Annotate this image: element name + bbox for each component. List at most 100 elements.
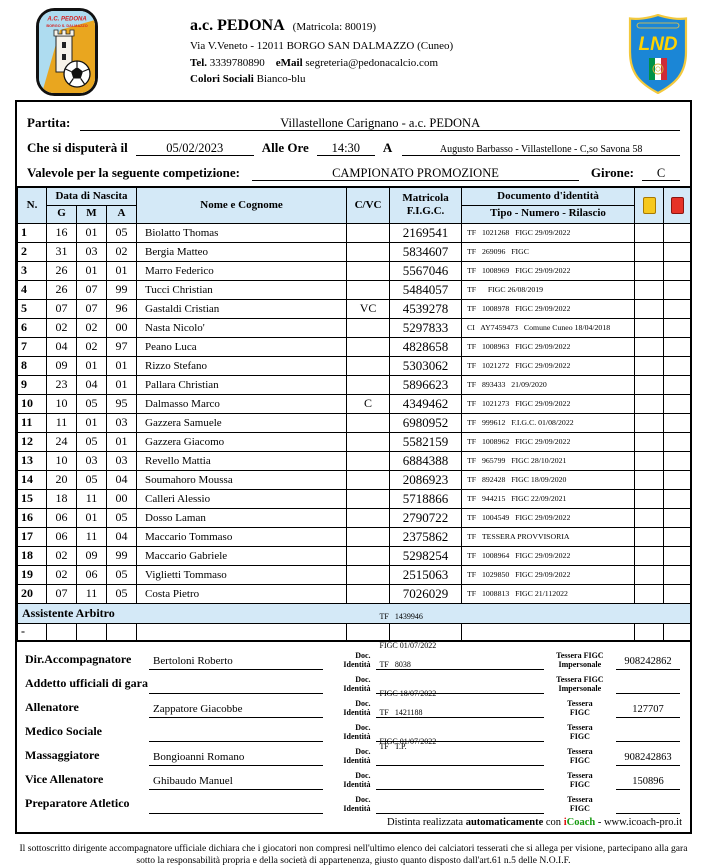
player-dob-year-cell: 04 — [105, 526, 138, 547]
staff-tessera-label-line1: Tessera — [567, 723, 593, 733]
player-row: 15 18 11 00 Calleri Alessio 5718866 TF 9… — [17, 488, 692, 509]
staff-row: Addetto ufficiali di gara Doc. Identità … — [19, 671, 680, 694]
player-matricola-cell: 2790722 — [389, 507, 463, 528]
player-row: 5 07 07 96 Gastaldi Cristian VC 4539278 … — [17, 298, 692, 319]
competition-line: Valevole per la seguente competizione: C… — [27, 156, 680, 181]
disclaimer-text: Il sottoscritto dirigente accompagnatore… — [19, 843, 688, 867]
player-document-cell: TF 892428 FIGC 18/09/2020 — [461, 469, 636, 490]
player-dob-month-cell: 01 — [76, 222, 107, 243]
staff-tessera-label-line2: FIGC — [569, 804, 590, 814]
player-number-cell: 2 — [17, 241, 47, 262]
staff-tessera-field — [616, 800, 680, 814]
player-dob-year-cell: 05 — [105, 564, 138, 585]
staff-doc-field: TF T.P. — [375, 723, 544, 790]
player-matricola-cell: 2169541 — [389, 222, 463, 243]
player-red-cell — [663, 450, 692, 471]
player-yellow-cell — [634, 317, 665, 338]
club-matricola: (Matricola: 80019) — [292, 21, 377, 33]
player-document-cell: TF 1004549 FIGC 29/09/2022 — [461, 507, 636, 528]
player-matricola-cell: 4539278 — [389, 298, 463, 319]
player-yellow-cell — [634, 298, 665, 319]
player-row: 6 02 02 00 Nasta Nicolo' 5297833 CI AY74… — [17, 317, 692, 338]
staff-tessera-label-line2: FIGC — [569, 708, 590, 718]
player-document-cell: TF 1021268 FIGC 29/09/2022 — [461, 222, 636, 243]
player-document-cell: TF 1008963 FIGC 29/09/2022 — [461, 336, 636, 357]
player-dob-day-cell: 04 — [46, 336, 77, 357]
time-label: Alle Ore — [261, 140, 309, 155]
player-number-cell: 6 — [17, 317, 47, 338]
player-number-cell: 12 — [17, 431, 47, 452]
staff-doc-label-line2: Identità — [343, 660, 371, 670]
player-dob-day-cell: 20 — [46, 469, 77, 490]
player-document-cell: TF 999612 F.I.G.C. 01/08/2022 — [461, 412, 636, 433]
player-red-cell — [663, 564, 692, 585]
player-row: 9 23 04 01 Pallara Christian 5896623 TF … — [17, 374, 692, 395]
club-name: a.c. PEDONA — [190, 17, 285, 34]
player-name-cell: Dalmasso Marco — [136, 393, 348, 414]
player-dob-day-cell: 09 — [46, 355, 77, 376]
player-captain-cell — [346, 431, 391, 452]
footer-prefix: Distinta realizzata — [386, 817, 466, 828]
at-label: A — [382, 140, 393, 155]
player-name-cell: Tucci Christian — [136, 279, 348, 300]
player-document-cell: CI AY7459473 Comune Cuneo 18/04/2018 — [461, 317, 636, 338]
header-doc: Documento d'identità — [461, 186, 636, 206]
staff-tessera-label-line2: FIGC — [569, 756, 590, 766]
staff-doc-field — [375, 756, 544, 814]
player-matricola-cell: 2515063 — [389, 564, 463, 585]
player-yellow-cell — [634, 488, 665, 509]
assistant-band-row: Assistente Arbitro — [16, 602, 692, 624]
player-dob-day-cell: 02 — [46, 564, 77, 585]
player-document-cell: TF FIGC 26/08/2019 — [461, 279, 636, 300]
staff-tessera-label: Tessera FIGC — [544, 748, 617, 766]
staff-role-label: Allenatore — [25, 700, 79, 714]
partita-label: Partita: — [27, 115, 71, 130]
staff-doc-field — [375, 636, 544, 694]
staff-doc-field: TF 1439946 FIGC 01/07/2022 — [375, 594, 544, 670]
player-dob-day-cell: 07 — [46, 583, 77, 604]
player-document-cell: TF 1008969 FIGC 29/09/2022 — [461, 260, 636, 281]
player-dob-day-cell: 18 — [46, 488, 77, 509]
player-red-cell — [663, 469, 692, 490]
player-document-cell: TF 269096 FIGC — [461, 241, 636, 262]
footer-bold: automaticamente — [465, 817, 544, 828]
player-number-cell: 16 — [17, 507, 47, 528]
player-dob-month-cell: 05 — [76, 469, 107, 490]
header-doc-sub: Tipo - Numero - Rilascio — [461, 204, 636, 224]
player-dob-year-cell: 03 — [105, 450, 138, 471]
player-yellow-cell — [634, 241, 665, 262]
player-number-cell: 19 — [17, 564, 47, 585]
player-matricola-cell: 5303062 — [389, 355, 463, 376]
player-name-cell: Calleri Alessio — [136, 488, 348, 509]
girone-field: C — [642, 166, 680, 181]
player-yellow-cell — [634, 431, 665, 452]
player-number-cell: 4 — [17, 279, 47, 300]
staff-tessera-label-line1: Tessera — [567, 699, 593, 709]
player-number-cell: 8 — [17, 355, 47, 376]
time-field: 14:30 — [316, 141, 375, 156]
player-dob-year-cell: 95 — [105, 393, 138, 414]
partita-line: Partita: Villastellone Carignano - a.c. … — [27, 106, 680, 131]
staff-doc-label-line2: Identità — [343, 684, 371, 694]
staff-tessera-label-line1: Tessera — [567, 747, 593, 757]
player-dob-month-cell: 11 — [76, 488, 107, 509]
player-dob-month-cell: 05 — [76, 393, 107, 414]
player-document-cell: TF 1008962 FIGC 29/09/2022 — [461, 431, 636, 452]
player-captain-cell — [346, 469, 391, 490]
date-line: Che si disputerà il 05/02/2023 Alle Ore … — [27, 131, 680, 156]
player-dob-day-cell: 10 — [46, 393, 77, 414]
player-dob-month-cell: 07 — [76, 298, 107, 319]
player-dob-year-cell: 00 — [105, 488, 138, 509]
player-row: 17 06 11 04 Maccario Tommaso 2375862 TF … — [17, 526, 692, 547]
player-dob-year-cell: 97 — [105, 336, 138, 357]
player-dob-year-cell: 00 — [105, 317, 138, 338]
player-dob-month-cell: 01 — [76, 507, 107, 528]
staff-role-label: Preparatore Atletico — [25, 796, 130, 810]
player-number-cell: 13 — [17, 450, 47, 471]
staff-doc-label-line2: Identità — [343, 804, 371, 814]
staff-row: Vice Allenatore Ghibaudo Manuel Doc. Ide… — [19, 742, 680, 790]
player-red-cell — [663, 317, 692, 338]
player-document-cell: TF 944215 FIGC 22/09/2021 — [461, 488, 636, 509]
header-m: M — [76, 204, 107, 224]
player-red-cell — [663, 222, 692, 243]
